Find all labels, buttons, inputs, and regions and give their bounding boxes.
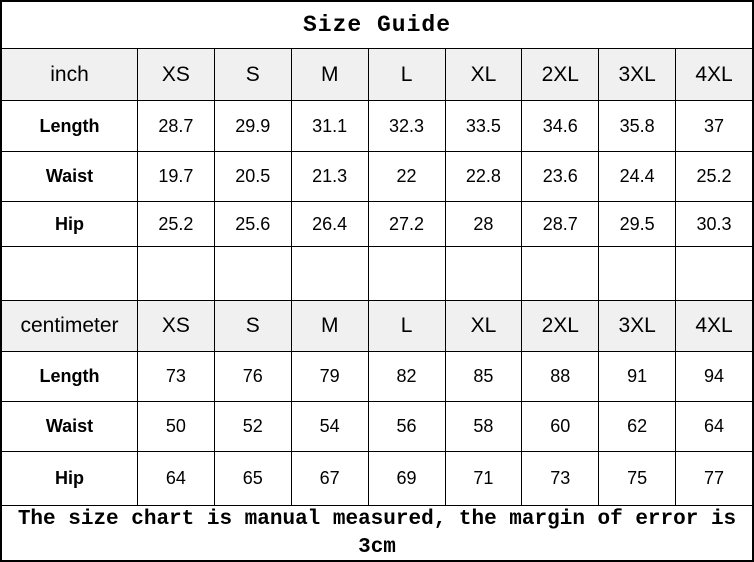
- size-value-cell: 73: [137, 351, 214, 401]
- size-col-header-m: M: [290, 300, 368, 351]
- spacer-cell: [367, 246, 445, 300]
- footer-note: The size chart is manual measured, the m…: [2, 505, 752, 562]
- size-value-cell: 52: [213, 401, 291, 451]
- size-col-header-l: L: [367, 300, 445, 351]
- size-value-cell: 29.5: [598, 201, 676, 246]
- size-value-cell: 29.9: [213, 100, 291, 151]
- size-col-header-4xl: 4XL: [675, 300, 752, 351]
- size-value-cell: 71: [444, 451, 522, 505]
- size-value-cell: 32.3: [367, 100, 445, 151]
- size-value-cell: 37: [675, 100, 752, 151]
- spacer-cell: [2, 246, 137, 300]
- size-value-cell: 33.5: [444, 100, 522, 151]
- unit-header-centimeter: centimeter: [2, 300, 137, 351]
- spacer-cell: [675, 246, 752, 300]
- size-value-cell: 64: [137, 451, 214, 505]
- size-value-cell: 25.2: [137, 201, 214, 246]
- table-title: Size Guide: [302, 12, 452, 38]
- size-value-cell: 65: [213, 451, 291, 505]
- size-value-cell: 22.8: [444, 151, 522, 201]
- size-value-cell: 20.5: [213, 151, 291, 201]
- spacer-cell: [137, 246, 214, 300]
- size-value-cell: 60: [521, 401, 599, 451]
- unit-header-inch: inch: [2, 48, 137, 100]
- size-value-cell: 34.6: [521, 100, 599, 151]
- size-value-cell: 58: [444, 401, 522, 451]
- size-value-cell: 54: [290, 401, 368, 451]
- size-value-cell: 82: [367, 351, 445, 401]
- size-value-cell: 25.6: [213, 201, 291, 246]
- size-value-cell: 19.7: [137, 151, 214, 201]
- size-value-cell: 50: [137, 401, 214, 451]
- size-value-cell: 76: [213, 351, 291, 401]
- size-value-cell: 73: [521, 451, 599, 505]
- row-label-waist: Waist: [2, 401, 137, 451]
- size-value-cell: 27.2: [367, 201, 445, 246]
- size-value-cell: 30.3: [675, 201, 752, 246]
- size-col-header-s: S: [213, 48, 291, 100]
- size-col-header-xs: XS: [137, 48, 214, 100]
- row-label-hip: Hip: [2, 201, 137, 246]
- size-value-cell: 91: [598, 351, 676, 401]
- size-value-cell: 77: [675, 451, 752, 505]
- size-value-cell: 35.8: [598, 100, 676, 151]
- size-value-cell: 69: [367, 451, 445, 505]
- size-value-cell: 28.7: [521, 201, 599, 246]
- size-value-cell: 56: [367, 401, 445, 451]
- size-col-header-s: S: [213, 300, 291, 351]
- spacer-cell: [213, 246, 291, 300]
- size-value-cell: 24.4: [598, 151, 676, 201]
- size-value-cell: 31.1: [290, 100, 368, 151]
- row-label-waist: Waist: [2, 151, 137, 201]
- size-value-cell: 94: [675, 351, 752, 401]
- size-value-cell: 67: [290, 451, 368, 505]
- size-value-cell: 22: [367, 151, 445, 201]
- size-col-header-xl: XL: [444, 300, 522, 351]
- size-value-cell: 85: [444, 351, 522, 401]
- size-col-header-m: M: [290, 48, 368, 100]
- size-col-header-2xl: 2XL: [521, 48, 599, 100]
- size-value-cell: 26.4: [290, 201, 368, 246]
- size-col-header-3xl: 3XL: [598, 300, 676, 351]
- size-col-header-3xl: 3XL: [598, 48, 676, 100]
- size-value-cell: 28.7: [137, 100, 214, 151]
- size-col-header-xl: XL: [444, 48, 522, 100]
- row-label-length: Length: [2, 100, 137, 151]
- size-col-header-2xl: 2XL: [521, 300, 599, 351]
- size-col-header-l: L: [367, 48, 445, 100]
- spacer-cell: [444, 246, 522, 300]
- size-value-cell: 25.2: [675, 151, 752, 201]
- size-value-cell: 88: [521, 351, 599, 401]
- row-label-hip: Hip: [2, 451, 137, 505]
- size-value-cell: 62: [598, 401, 676, 451]
- size-value-cell: 79: [290, 351, 368, 401]
- size-col-header-xs: XS: [137, 300, 214, 351]
- size-value-cell: 64: [675, 401, 752, 451]
- spacer-cell: [598, 246, 676, 300]
- spacer-cell: [521, 246, 599, 300]
- row-label-length: Length: [2, 351, 137, 401]
- size-value-cell: 75: [598, 451, 676, 505]
- size-value-cell: 23.6: [521, 151, 599, 201]
- size-col-header-4xl: 4XL: [675, 48, 752, 100]
- spacer-cell: [290, 246, 368, 300]
- size-value-cell: 21.3: [290, 151, 368, 201]
- size-value-cell: 28: [444, 201, 522, 246]
